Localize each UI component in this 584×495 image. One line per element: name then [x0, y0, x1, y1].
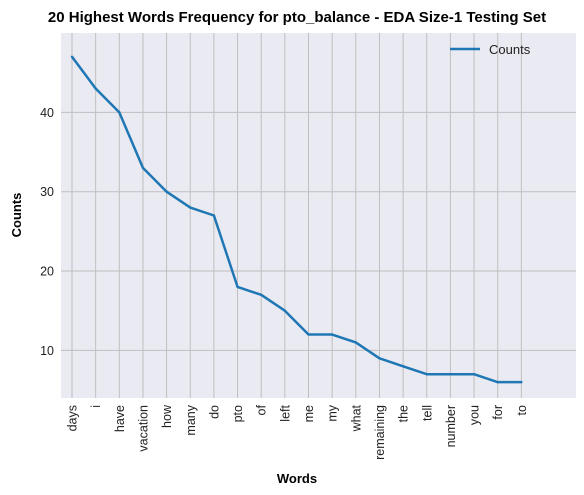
data-point-vacation — [141, 166, 145, 170]
data-point-me — [307, 333, 310, 336]
y-tick-label: 40 — [40, 106, 54, 120]
data-point-pto — [236, 285, 239, 289]
x-tick-label: me — [302, 405, 316, 422]
x-axis-ticks: days i have vacation how many do pto of left me my w… — [66, 404, 529, 460]
x-tick-label: have — [113, 405, 127, 432]
data-point-for — [496, 380, 499, 384]
x-tick-label: tell — [420, 405, 434, 421]
legend: Counts — [450, 42, 531, 57]
y-axis-label: Counts — [9, 193, 24, 238]
x-tick-label: you — [468, 405, 482, 425]
data-point-you — [472, 372, 476, 376]
x-tick-label: vacation — [136, 405, 150, 452]
data-point-left — [283, 309, 287, 312]
plot-area — [61, 33, 576, 398]
grid — [61, 33, 576, 398]
data-point-to — [520, 380, 523, 384]
data-point-remaining — [378, 357, 381, 360]
chart-title: 20 Highest Words Frequency for pto_balan… — [48, 9, 546, 26]
x-tick-label: remaining — [373, 405, 387, 460]
x-tick-label: do — [207, 405, 221, 419]
data-point-have — [118, 111, 121, 114]
x-tick-label: number — [444, 405, 458, 447]
data-point-of — [260, 293, 263, 297]
x-tick-label: for — [491, 405, 505, 420]
data-point-many — [189, 206, 192, 209]
data-point-how — [165, 190, 168, 193]
x-tick-label: left — [278, 404, 292, 421]
x-tick-label: i — [89, 405, 103, 408]
data-point-i — [94, 87, 97, 90]
data-point-do — [212, 214, 216, 217]
y-tick-label: 30 — [40, 185, 54, 199]
data-point-number — [449, 372, 452, 376]
x-tick-label: the — [397, 405, 411, 422]
x-tick-label: days — [66, 405, 80, 431]
data-point-days — [70, 55, 74, 59]
x-axis-label: Words — [277, 471, 317, 486]
data-point-my — [330, 333, 334, 336]
y-tick-label: 20 — [40, 265, 54, 279]
data-point-the — [401, 365, 405, 368]
x-tick-label: my — [326, 404, 340, 421]
data-points — [70, 55, 523, 384]
x-tick-label: how — [160, 404, 174, 428]
data-point-what — [354, 341, 357, 344]
x-tick-label: many — [184, 404, 198, 435]
x-tick-label: to — [515, 405, 529, 415]
y-axis-ticks: 10 20 30 40 — [40, 106, 54, 358]
data-point-tell — [425, 372, 428, 376]
x-tick-label: pto — [231, 405, 245, 422]
series-line-counts — [70, 56, 522, 384]
legend-label-counts: Counts — [489, 42, 531, 57]
x-tick-label: of — [255, 404, 269, 415]
y-tick-label: 10 — [40, 344, 54, 358]
x-tick-label: what — [349, 404, 363, 432]
